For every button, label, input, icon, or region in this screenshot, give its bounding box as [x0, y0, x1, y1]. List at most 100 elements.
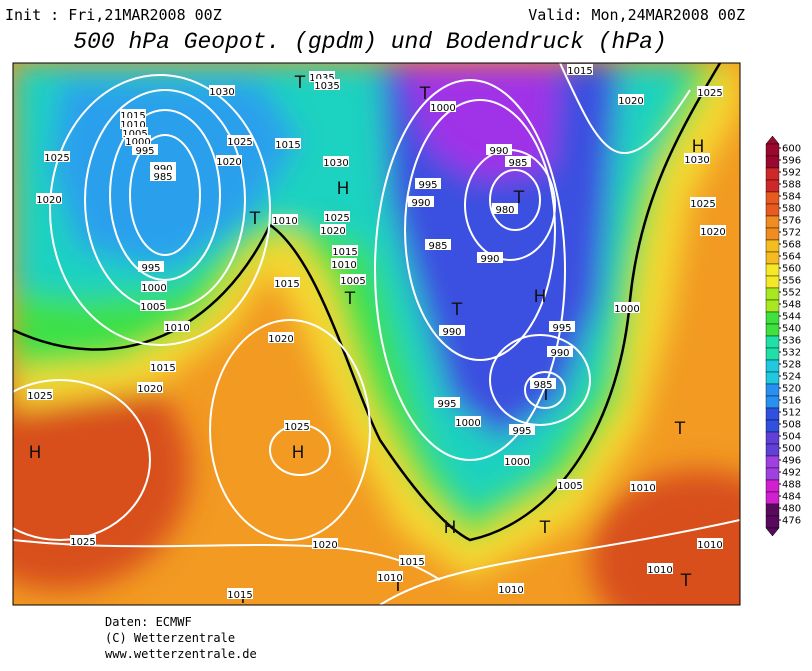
label-bg — [140, 300, 166, 311]
isobar-value: 1020 — [618, 96, 643, 107]
label-bg — [618, 94, 644, 105]
isobar-label: 1005 — [340, 274, 366, 287]
label-bg — [323, 156, 349, 167]
isobar-label: 1035 — [309, 71, 335, 84]
isobar-label: 1015 — [120, 109, 146, 122]
isobar-value: 1030 — [684, 155, 709, 166]
isobar-value: 995 — [135, 146, 154, 157]
label-bg — [547, 346, 573, 357]
isobar-value: 990 — [411, 198, 430, 209]
isobar-value: 1000 — [125, 137, 150, 148]
isobar-label: 985 — [505, 156, 531, 169]
isobar-value: 1015 — [399, 557, 424, 568]
isobar-label: 1025 — [690, 197, 716, 210]
label-bg — [312, 538, 338, 549]
isobar-label: 1025 — [284, 420, 310, 433]
label-bg — [549, 321, 575, 332]
label-bg — [120, 109, 146, 120]
label-bg — [399, 555, 425, 566]
colorbar-tick-label: 484 — [782, 492, 801, 503]
isobar-label: 1010 — [120, 118, 146, 131]
label-bg — [314, 79, 340, 90]
label-bg — [505, 156, 531, 167]
label-bg — [138, 261, 164, 272]
pressure-center-label: H — [534, 287, 547, 307]
source-url: www.wetterzentrale.de — [105, 647, 257, 661]
pressure-center-label: H — [292, 443, 305, 463]
isobar-label: 1030 — [684, 153, 710, 166]
isobar-value: 990 — [489, 146, 508, 157]
colorbar-swatch — [765, 395, 780, 409]
pressure-center-label: T — [419, 84, 431, 104]
colorbar-tick-label: 596 — [782, 156, 801, 167]
label-bg — [492, 203, 518, 214]
pressure-center-label: T — [451, 300, 463, 320]
colorbar-cap — [765, 527, 780, 537]
pressure-center-label: H — [337, 179, 350, 199]
colorbar-swatch — [765, 491, 780, 505]
isobar-label: 1015 — [399, 555, 425, 568]
isobar-label: 1000 — [430, 101, 456, 114]
pressure-center-label: T — [294, 73, 306, 93]
colorbar-tick-label: 584 — [782, 192, 801, 203]
isobar-value: 1000 — [504, 457, 529, 468]
isobar-value: 1025 — [227, 137, 252, 148]
isobar-label: 1020 — [320, 224, 346, 237]
colorbar-swatch — [765, 419, 780, 433]
label-bg — [122, 127, 148, 138]
isobar-value: 1015 — [227, 590, 252, 601]
colorbar-tick-label: 588 — [782, 180, 801, 191]
isobar-value: 1025 — [284, 422, 309, 433]
isobar-value: 995 — [418, 180, 437, 191]
isobar-label: 1015 — [332, 245, 358, 258]
isobar-value: 1020 — [320, 226, 345, 237]
isobar-label: 1025 — [27, 389, 53, 402]
isobar-value: 1020 — [216, 157, 241, 168]
colorbar-tick-label: 524 — [782, 372, 801, 383]
isobar-value: 990 — [153, 164, 172, 175]
isobar-value: 1015 — [275, 140, 300, 151]
label-bg — [377, 571, 403, 582]
colorbar-swatch — [765, 383, 780, 397]
label-bg — [227, 135, 253, 146]
isobar-value: 1005 — [557, 481, 582, 492]
isobar-value: 995 — [512, 426, 531, 437]
isobar-value: 1015 — [150, 363, 175, 374]
isobar-value: 1005 — [122, 129, 147, 140]
colorbar-swatch — [765, 407, 780, 421]
pressure-center-label: T — [540, 385, 552, 405]
label-bg — [150, 162, 176, 173]
label-bg — [530, 378, 556, 389]
pressure-center-label: H — [444, 518, 457, 538]
isobar-label: 1030 — [209, 85, 235, 98]
colorbar-swatch — [765, 335, 780, 349]
label-bg — [684, 153, 710, 164]
label-bg — [44, 151, 70, 162]
isobar-value: 990 — [442, 327, 461, 338]
isobar-value: 1025 — [70, 537, 95, 548]
colorbar-tick-label: 480 — [782, 504, 801, 515]
pressure-center: H — [337, 179, 350, 199]
isobar-value: 1025 — [44, 153, 69, 164]
label-bg — [324, 211, 350, 222]
isobar-label: 1010 — [164, 321, 190, 334]
pressure-center: H — [292, 443, 305, 463]
pressure-center: H — [444, 518, 457, 538]
isobar-label: 1005 — [140, 300, 166, 313]
isobar-value: 1010 — [331, 260, 356, 271]
colorbar-swatch — [765, 179, 780, 193]
colorbar-tick-label: 600 — [782, 144, 801, 155]
label-bg — [272, 214, 298, 225]
label-bg — [647, 563, 673, 574]
isobar-value: 1020 — [137, 384, 162, 395]
isobar-value: 1010 — [697, 540, 722, 551]
pressure-center-label: T — [680, 571, 692, 591]
colorbar-tick-label: 548 — [782, 300, 801, 311]
isobar-value: 1000 — [455, 418, 480, 429]
label-bg — [36, 193, 62, 204]
isobar-value: 1025 — [690, 199, 715, 210]
isobar-label: 1025 — [697, 86, 723, 99]
isobar-value: 1035 — [309, 73, 334, 84]
